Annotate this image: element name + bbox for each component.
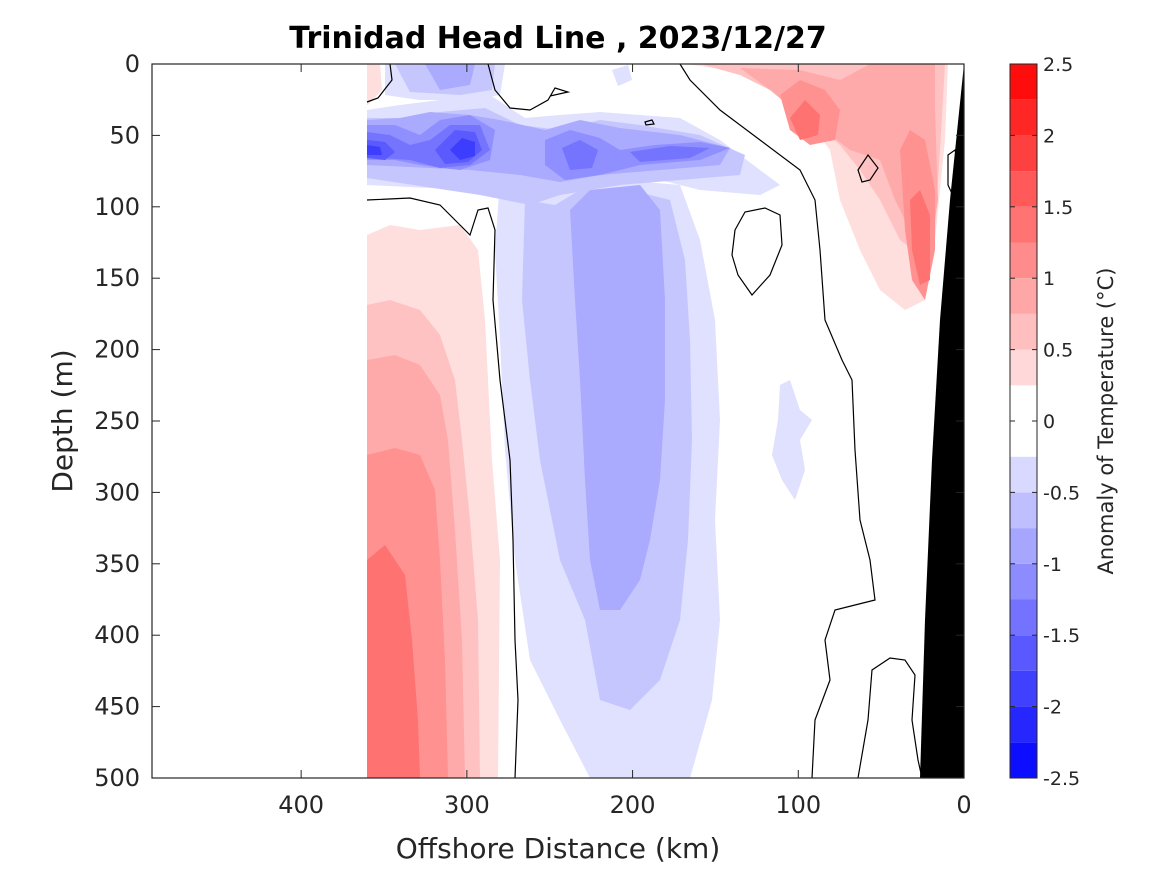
y-axis-label: Depth (m) (46, 349, 79, 492)
colorbar-band (1010, 64, 1037, 100)
y-tick-label: 150 (94, 264, 140, 292)
zero-contour-lines (366, 64, 961, 778)
colorbar-band (1010, 278, 1037, 314)
colorbar-tick-label: -1 (1043, 554, 1062, 576)
cold-0.25-small (612, 65, 632, 86)
x-tick-label: 400 (278, 791, 324, 819)
y-tick-label: 100 (94, 193, 140, 221)
zero-contour-tiny (644, 119, 655, 126)
x-tick-label: 0 (956, 791, 971, 819)
colorbar-band (1010, 456, 1037, 493)
zero-contour-deep-shelf (857, 657, 923, 778)
cold-0.75-core (570, 185, 665, 610)
colorbar-label: Anomaly of Temperature (°C) (1094, 268, 1118, 575)
colorbar-band (1010, 99, 1037, 136)
colorbar-tick-label: 2.5 (1043, 54, 1073, 76)
colorbar-tick-label: -0.5 (1043, 482, 1080, 504)
cold-1.75-lens (450, 138, 475, 160)
y-tick-label: 500 (94, 764, 140, 792)
colorbar-tick-label: 1.5 (1043, 197, 1073, 219)
cold-1.25-lens-b (562, 140, 598, 170)
zero-contour-nearshore (679, 64, 876, 778)
colorbar-tick-label: -1.5 (1043, 625, 1080, 647)
colorbar-band (1010, 706, 1037, 743)
x-axis-label: Offshore Distance (km) (396, 832, 721, 865)
y-axis-ticks: 0 50 100 150 200 250 300 350 400 450 500 (94, 50, 964, 792)
y-tick-label: 250 (94, 407, 140, 435)
warm-nearshore-0.75 (740, 64, 938, 250)
colorbar-tick-label: 0.5 (1043, 340, 1073, 362)
warm-anomaly-regions (367, 64, 948, 778)
colorbar-tick-label: -2 (1043, 697, 1062, 719)
colorbar-band (1010, 635, 1037, 671)
colorbar-band (1010, 742, 1037, 778)
colorbar-band (1010, 171, 1037, 207)
colorbar-band (1010, 135, 1037, 172)
colorbar-tick-label: 2 (1043, 125, 1055, 147)
cold-1.25-lens-c (630, 146, 710, 162)
zero-contour-top-mid (487, 64, 571, 111)
zero-contour-small-eddy (857, 153, 879, 183)
cold-anomaly-regions (367, 64, 812, 778)
colorbar-tick-label: 0 (1043, 411, 1055, 433)
colorbar-band (1010, 242, 1037, 279)
chart-title: Trinidad Head Line , 2023/12/27 (289, 21, 826, 56)
cold-0.25-offshore-patch (772, 380, 812, 500)
y-tick-label: 200 (94, 336, 140, 364)
y-tick-label: 350 (94, 550, 140, 578)
colorbar-tick-label: -2.5 (1043, 768, 1080, 790)
zero-contour-island (731, 207, 783, 296)
warm-offshore-1.25 (367, 545, 420, 778)
colorbar-band (1010, 670, 1037, 707)
colorbar-band (1010, 563, 1037, 600)
warm-near-surface-left (367, 64, 382, 105)
x-tick-label: 200 (610, 791, 656, 819)
cold-1.75-lens-b (367, 145, 382, 155)
y-tick-label: 400 (94, 621, 140, 649)
zero-contour-top-left (366, 64, 393, 103)
y-tick-label: 0 (125, 50, 140, 78)
warm-nearshore-1.25-b (910, 190, 930, 285)
x-axis-ticks: 400 300 200 100 0 (278, 64, 972, 819)
colorbar-band (1010, 421, 1037, 457)
colorbar-band (1010, 528, 1037, 564)
colorbar-band (1010, 313, 1037, 350)
colorbar: 2.5 2 1.5 1 0.5 0 -0.5 -1 -1.5 -2 -2.5 (1009, 54, 1080, 790)
colorbar-band (1010, 599, 1037, 636)
x-tick-label: 100 (775, 791, 821, 819)
y-tick-label: 50 (109, 121, 140, 149)
contour-plot (152, 64, 964, 778)
colorbar-band (1010, 349, 1037, 386)
warm-nearshore-1.25 (790, 100, 820, 140)
colorbar-band (1010, 492, 1037, 529)
x-tick-label: 300 (444, 791, 490, 819)
y-tick-label: 450 (94, 693, 140, 721)
colorbar-band (1010, 206, 1037, 243)
colorbar-tick-label: 1 (1043, 268, 1055, 290)
y-tick-label: 300 (94, 478, 140, 506)
colorbar-band (1010, 385, 1037, 421)
bathymetry-mask (920, 64, 964, 778)
cold-0.75-top (425, 64, 475, 90)
zero-contour-offshore (366, 197, 519, 778)
